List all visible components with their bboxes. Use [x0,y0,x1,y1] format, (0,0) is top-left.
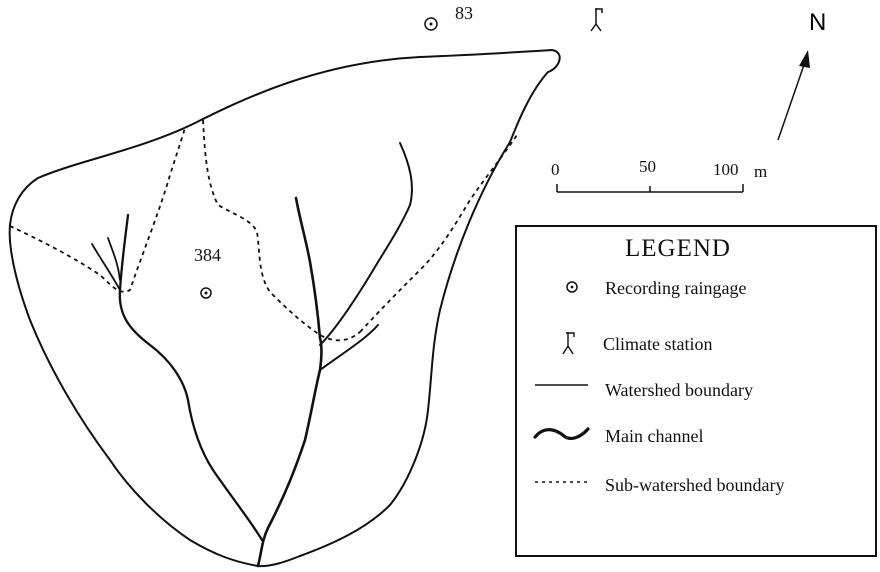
scale-label-0: 0 [551,160,560,179]
main-channel [256,196,323,568]
scale-label-50: 50 [639,157,656,176]
raingage-83-label: 83 [455,3,473,23]
channel-network [91,142,413,568]
sub-boundary-east [359,134,518,333]
west-tributary-b [107,237,121,281]
legend-boundary-label: Watershed boundary [605,380,753,400]
watershed-boundary [8,48,561,568]
scale-label-100: 100 [713,160,739,179]
legend-raingage-icon [566,281,578,293]
east-channel [319,324,379,371]
legend-climate-label: Climate station [603,334,713,354]
north-arrow [777,50,810,141]
west-tributary-a [91,243,121,291]
legend-frame [515,225,877,557]
sub-boundary-west [9,127,186,293]
raingage-83 [424,17,438,31]
scale-unit: m [754,162,767,181]
northeast-channel [319,142,413,346]
sub-boundary-central [202,119,361,342]
legend-raingage-label: Recording raingage [605,278,746,298]
legend-climate-icon [562,332,575,355]
north-label: N [809,9,826,36]
legend: LEGEND Recording raingage Climate statio… [515,225,877,557]
climate-station-icon [590,8,603,32]
legend-channel-swatch [533,427,590,440]
legend-title: LEGEND [625,235,731,262]
west-channel [118,213,264,542]
raingage-384-label: 384 [194,245,221,265]
raingage-384 [200,287,212,299]
legend-channel-label: Main channel [605,426,703,446]
scale-bar [556,184,744,193]
legend-subboundary-label: Sub-watershed boundary [605,475,784,495]
sub-watershed-boundaries [9,119,518,342]
